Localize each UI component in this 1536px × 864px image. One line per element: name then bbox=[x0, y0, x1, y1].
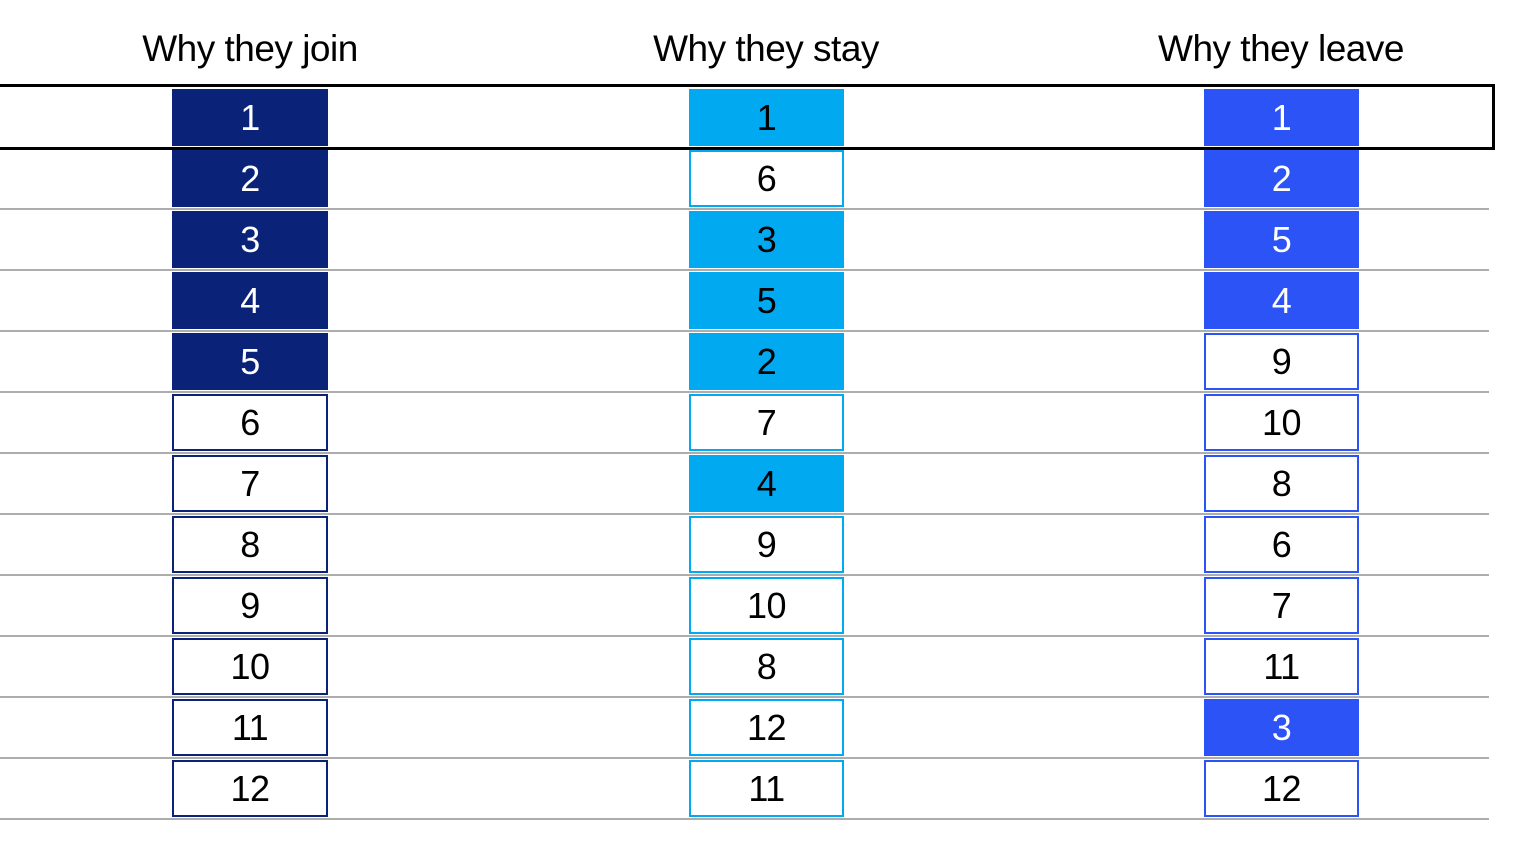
rank-cell: 6 bbox=[1204, 516, 1359, 573]
rank-cell: 9 bbox=[1204, 333, 1359, 390]
gridline bbox=[0, 208, 1489, 210]
rank-cell: 3 bbox=[172, 211, 328, 268]
rank-cell: 5 bbox=[1204, 211, 1359, 268]
rank-cell: 5 bbox=[172, 333, 328, 390]
rank-cell: 10 bbox=[172, 638, 328, 695]
rank-cell: 4 bbox=[689, 455, 844, 512]
gridline bbox=[0, 452, 1489, 454]
rank-cell: 11 bbox=[1204, 638, 1359, 695]
gridline bbox=[0, 696, 1489, 698]
rank-cell: 6 bbox=[689, 150, 844, 207]
rank-cell: 3 bbox=[689, 211, 844, 268]
gridline bbox=[0, 513, 1489, 515]
rank-cell: 10 bbox=[1204, 394, 1359, 451]
rank-cell: 12 bbox=[689, 699, 844, 756]
rank-cell: 12 bbox=[172, 760, 328, 817]
column-header-join: Why they join bbox=[142, 28, 358, 69]
rank-cell: 4 bbox=[172, 272, 328, 329]
rank-cell: 7 bbox=[689, 394, 844, 451]
rank-cell: 3 bbox=[1204, 699, 1359, 756]
gridline bbox=[0, 757, 1489, 759]
rank-cell: 7 bbox=[172, 455, 328, 512]
rank-cell: 1 bbox=[172, 89, 328, 146]
rank-cell: 1 bbox=[689, 89, 844, 146]
rank-cell: 5 bbox=[689, 272, 844, 329]
rank-cell: 7 bbox=[1204, 577, 1359, 634]
rank-cell: 2 bbox=[1204, 150, 1359, 207]
rank-cell: 11 bbox=[689, 760, 844, 817]
rank-cell: 2 bbox=[689, 333, 844, 390]
rank-cell: 11 bbox=[172, 699, 328, 756]
rank-cell: 8 bbox=[172, 516, 328, 573]
rank-cell: 8 bbox=[689, 638, 844, 695]
gridline bbox=[0, 330, 1489, 332]
rank-cell: 6 bbox=[172, 394, 328, 451]
gridline bbox=[0, 391, 1489, 393]
rank-cell: 4 bbox=[1204, 272, 1359, 329]
rank-cell: 12 bbox=[1204, 760, 1359, 817]
gridline bbox=[0, 635, 1489, 637]
rank-cell: 1 bbox=[1204, 89, 1359, 146]
rank-cell: 10 bbox=[689, 577, 844, 634]
column-header-stay: Why they stay bbox=[653, 28, 879, 69]
gridline bbox=[0, 574, 1489, 576]
rank-cell: 9 bbox=[689, 516, 844, 573]
gridline bbox=[0, 818, 1489, 820]
top-rank-highlight-box bbox=[0, 84, 1495, 150]
rank-cell: 9 bbox=[172, 577, 328, 634]
column-header-leave: Why they leave bbox=[1158, 28, 1404, 69]
rank-cell: 2 bbox=[172, 150, 328, 207]
gridline bbox=[0, 269, 1489, 271]
rank-cell: 8 bbox=[1204, 455, 1359, 512]
